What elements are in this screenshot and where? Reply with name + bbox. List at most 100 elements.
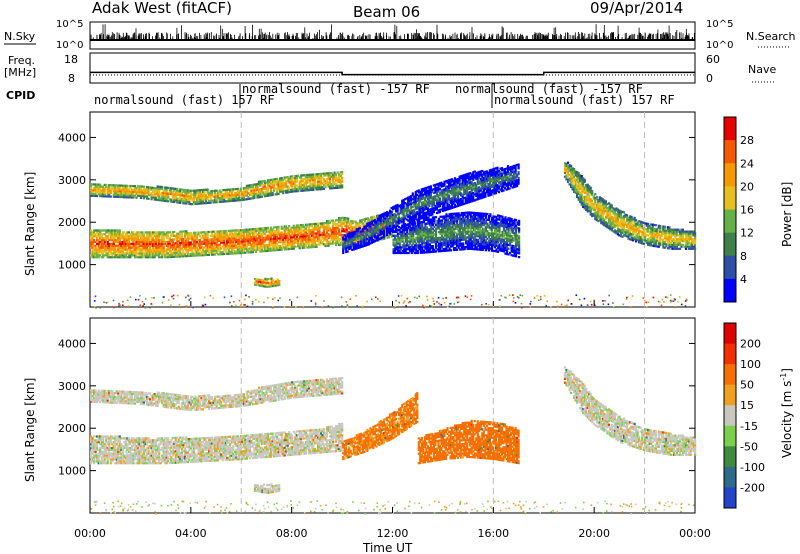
data-cell bbox=[194, 237, 197, 240]
data-cell bbox=[285, 225, 288, 228]
data-cell bbox=[277, 187, 280, 190]
data-cell bbox=[372, 219, 375, 223]
data-cell bbox=[211, 240, 214, 243]
data-cell bbox=[227, 235, 230, 238]
data-cell bbox=[280, 235, 283, 238]
data-cell bbox=[389, 221, 392, 224]
data-cell bbox=[321, 187, 324, 191]
data-cell bbox=[268, 230, 271, 233]
data-cell bbox=[111, 246, 114, 249]
data-cell bbox=[230, 242, 233, 246]
data-cell bbox=[245, 230, 248, 233]
data-cell bbox=[294, 241, 297, 244]
data-cell bbox=[395, 225, 398, 228]
data-cell bbox=[451, 185, 454, 188]
data-cell bbox=[201, 190, 205, 193]
data-cell bbox=[174, 197, 177, 200]
data-cell bbox=[319, 172, 323, 175]
data-cell bbox=[158, 256, 161, 259]
data-cell bbox=[366, 238, 369, 241]
data-cell bbox=[383, 237, 386, 240]
data-cell bbox=[138, 185, 141, 188]
data-cell bbox=[303, 237, 306, 240]
data-cell bbox=[236, 229, 239, 232]
data-cell bbox=[123, 196, 126, 199]
data-cell bbox=[149, 235, 152, 238]
data-cell bbox=[203, 238, 206, 241]
data-cell bbox=[254, 239, 258, 242]
data-cell bbox=[449, 186, 452, 189]
nave-label: Nave bbox=[748, 63, 776, 76]
data-cell bbox=[117, 233, 120, 236]
data-cell bbox=[186, 232, 189, 235]
data-cell bbox=[384, 227, 387, 230]
data-cell bbox=[295, 234, 298, 237]
data-cell bbox=[367, 222, 370, 225]
data-cell bbox=[338, 224, 341, 227]
data-cell bbox=[165, 198, 168, 201]
data-cell bbox=[301, 233, 304, 236]
data-cell bbox=[385, 232, 389, 235]
data-cell bbox=[339, 180, 342, 183]
data-cell bbox=[313, 226, 316, 229]
data-cell bbox=[291, 181, 294, 184]
data-cell bbox=[263, 179, 267, 182]
data-cell bbox=[217, 253, 220, 256]
data-cell bbox=[124, 188, 127, 191]
data-cell bbox=[171, 252, 174, 255]
data-cell bbox=[319, 186, 323, 189]
data-cell bbox=[294, 228, 297, 231]
data-cell bbox=[146, 191, 149, 194]
data-cell bbox=[341, 222, 344, 225]
data-cell bbox=[369, 227, 372, 230]
data-cell bbox=[215, 195, 218, 198]
data-cell bbox=[289, 190, 292, 193]
data-cell bbox=[106, 248, 109, 251]
data-cell bbox=[142, 193, 146, 196]
data-cell bbox=[111, 239, 114, 242]
data-cell bbox=[167, 240, 170, 243]
data-cell bbox=[150, 188, 153, 191]
data-cell bbox=[194, 193, 197, 196]
data-cell bbox=[333, 232, 336, 235]
data-cell bbox=[203, 252, 206, 255]
data-cell bbox=[100, 252, 103, 255]
data-cell bbox=[402, 214, 405, 217]
data-cell bbox=[180, 230, 183, 233]
data-cell bbox=[341, 171, 344, 174]
data-cell bbox=[375, 214, 379, 217]
data-cell bbox=[283, 242, 286, 245]
data-cell bbox=[336, 240, 339, 243]
data-cell bbox=[99, 250, 102, 253]
data-cell bbox=[279, 244, 282, 248]
data-cell bbox=[195, 250, 199, 253]
data-cell bbox=[94, 233, 97, 236]
data-cell bbox=[159, 233, 162, 236]
data-cell bbox=[359, 229, 362, 232]
data-cell bbox=[250, 239, 253, 242]
data-cell bbox=[138, 246, 141, 249]
data-cell bbox=[449, 184, 452, 187]
data-cell bbox=[469, 187, 472, 190]
data-cell bbox=[329, 185, 332, 188]
data-cell bbox=[384, 215, 387, 218]
data-cell bbox=[124, 244, 127, 247]
data-cell bbox=[180, 192, 183, 195]
data-cell bbox=[417, 210, 420, 213]
data-cell bbox=[185, 191, 188, 194]
data-cell bbox=[227, 188, 230, 191]
data-cell bbox=[118, 237, 121, 240]
data-cell bbox=[174, 249, 177, 253]
data-cell bbox=[161, 231, 164, 234]
data-cell bbox=[191, 233, 194, 236]
data-cell bbox=[294, 234, 297, 237]
data-cell bbox=[248, 193, 251, 196]
data-cell bbox=[370, 234, 373, 237]
data-cell bbox=[390, 210, 393, 213]
data-cell bbox=[325, 221, 329, 225]
data-cell bbox=[396, 213, 399, 216]
data-cell bbox=[127, 188, 130, 191]
data-cell bbox=[124, 184, 127, 187]
data-cell bbox=[437, 194, 440, 197]
data-cell bbox=[432, 191, 435, 195]
